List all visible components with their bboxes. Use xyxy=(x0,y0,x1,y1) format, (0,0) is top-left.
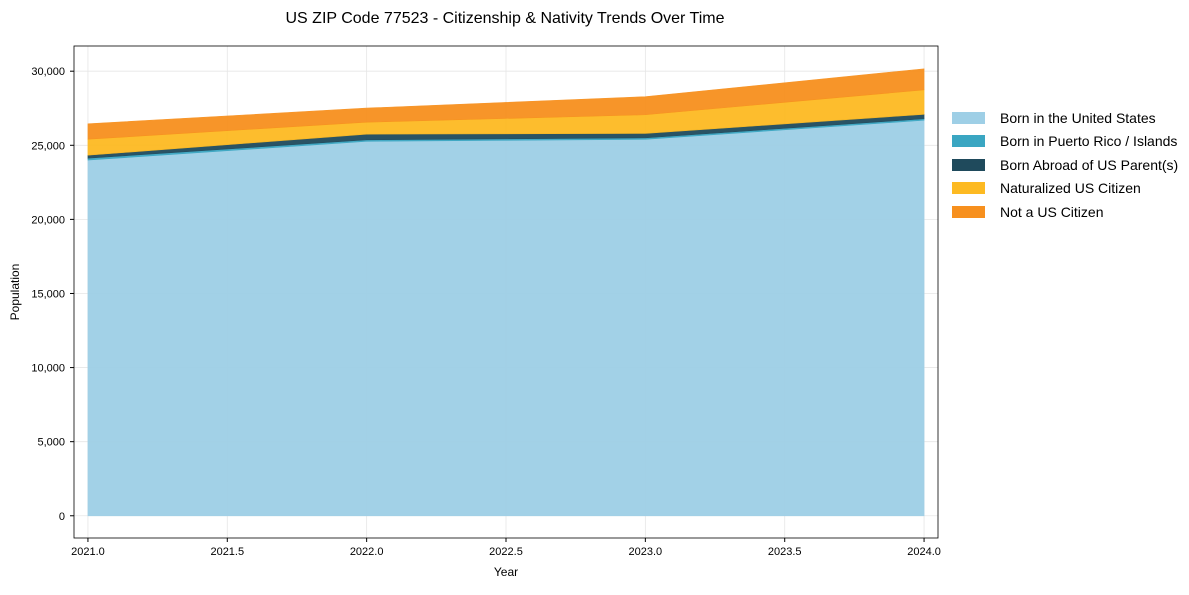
x-tick-label: 2021.0 xyxy=(71,546,105,558)
y-tick-label: 20,000 xyxy=(31,214,65,226)
legend-label: Not a US Citizen xyxy=(1000,203,1104,220)
y-tick-label: 30,000 xyxy=(31,66,65,78)
legend-label: Born Abroad of US Parent(s) xyxy=(1000,156,1179,173)
y-tick-label: 15,000 xyxy=(31,288,65,300)
legend-label: Naturalized US Citizen xyxy=(1000,180,1141,197)
x-tick-label: 2024.0 xyxy=(907,546,941,558)
x-axis-label: Year xyxy=(494,565,518,579)
y-tick-label: 0 xyxy=(59,511,65,523)
y-axis-label: Population xyxy=(8,264,22,321)
legend: Born in the United States Born in Puerto … xyxy=(952,106,1178,224)
x-tick-label: 2023.0 xyxy=(629,546,663,558)
legend-item: Born in Puerto Rico / Islands xyxy=(952,130,1178,154)
legend-swatch xyxy=(952,205,985,218)
legend-item: Born Abroad of US Parent(s) xyxy=(952,153,1178,177)
y-tick-label: 25,000 xyxy=(31,140,65,152)
x-tick-label: 2022.0 xyxy=(350,546,384,558)
x-tick-label: 2022.5 xyxy=(489,546,523,558)
y-tick-label: 5,000 xyxy=(37,437,65,449)
legend-label: Born in Puerto Rico / Islands xyxy=(1000,133,1178,150)
legend-item: Born in the United States xyxy=(952,106,1178,130)
legend-swatch xyxy=(952,135,985,148)
legend-item: Not a US Citizen xyxy=(952,200,1178,224)
x-tick-label: 2023.5 xyxy=(768,546,802,558)
chart-title: US ZIP Code 77523 - Citizenship & Nativi… xyxy=(286,10,725,27)
y-tick-label: 10,000 xyxy=(31,363,65,375)
legend-label: Born in the United States xyxy=(1000,109,1156,126)
area-not-a-us-citizen xyxy=(87,68,925,140)
legend-swatch xyxy=(952,158,985,171)
x-tick-label: 2021.5 xyxy=(210,546,244,558)
legend-swatch xyxy=(952,111,985,124)
legend-swatch xyxy=(952,182,985,195)
area-born-in-the-united-states xyxy=(87,119,925,517)
legend-item: Naturalized US Citizen xyxy=(952,177,1178,201)
